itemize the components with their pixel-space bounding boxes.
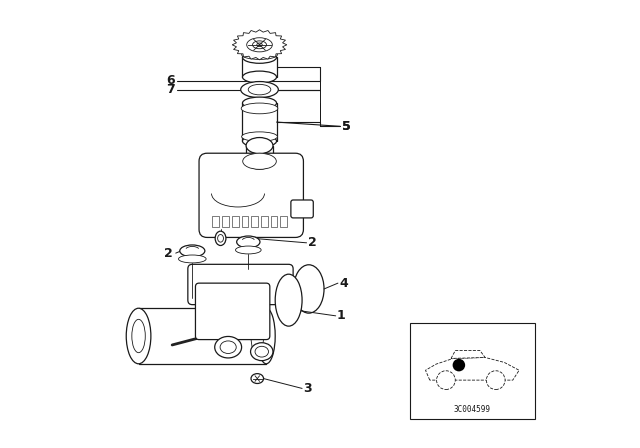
Text: 5: 5 bbox=[342, 120, 350, 133]
Ellipse shape bbox=[243, 153, 276, 169]
Ellipse shape bbox=[251, 343, 273, 361]
Ellipse shape bbox=[251, 317, 264, 355]
FancyBboxPatch shape bbox=[291, 200, 314, 218]
Text: 1: 1 bbox=[337, 309, 346, 323]
Ellipse shape bbox=[214, 336, 241, 358]
Ellipse shape bbox=[220, 341, 236, 353]
Polygon shape bbox=[232, 30, 287, 60]
Circle shape bbox=[436, 371, 455, 389]
Ellipse shape bbox=[253, 41, 266, 49]
Bar bbox=[222, 216, 229, 227]
Ellipse shape bbox=[243, 135, 276, 147]
Ellipse shape bbox=[242, 50, 277, 60]
FancyBboxPatch shape bbox=[195, 283, 270, 340]
FancyBboxPatch shape bbox=[188, 264, 293, 305]
Bar bbox=[271, 216, 277, 227]
Bar bbox=[280, 216, 287, 227]
Ellipse shape bbox=[246, 38, 273, 52]
Ellipse shape bbox=[248, 84, 271, 95]
Circle shape bbox=[452, 359, 465, 371]
Text: 3C004599: 3C004599 bbox=[454, 405, 491, 414]
Text: 4: 4 bbox=[339, 276, 348, 290]
Text: 7: 7 bbox=[166, 83, 174, 96]
Text: 5: 5 bbox=[342, 120, 350, 133]
Polygon shape bbox=[451, 350, 485, 358]
Ellipse shape bbox=[294, 265, 324, 313]
Ellipse shape bbox=[246, 153, 273, 169]
FancyBboxPatch shape bbox=[199, 153, 303, 237]
Ellipse shape bbox=[237, 236, 260, 248]
Polygon shape bbox=[426, 358, 519, 380]
Ellipse shape bbox=[243, 97, 276, 109]
Ellipse shape bbox=[242, 132, 277, 142]
Text: 2: 2 bbox=[164, 246, 173, 260]
Ellipse shape bbox=[251, 374, 264, 383]
Ellipse shape bbox=[241, 82, 278, 98]
Ellipse shape bbox=[243, 71, 276, 83]
Bar bbox=[212, 216, 220, 227]
Bar bbox=[261, 216, 268, 227]
Ellipse shape bbox=[255, 346, 269, 357]
Ellipse shape bbox=[243, 52, 276, 63]
Ellipse shape bbox=[179, 255, 206, 263]
Ellipse shape bbox=[126, 308, 151, 364]
Ellipse shape bbox=[241, 103, 278, 114]
Bar bbox=[252, 216, 258, 227]
Bar bbox=[410, 323, 535, 419]
Ellipse shape bbox=[236, 246, 261, 254]
Ellipse shape bbox=[246, 138, 273, 154]
Ellipse shape bbox=[257, 308, 275, 364]
Ellipse shape bbox=[180, 245, 205, 257]
Text: 3: 3 bbox=[303, 382, 312, 395]
Bar bbox=[241, 216, 248, 227]
Text: 6: 6 bbox=[166, 74, 174, 87]
Ellipse shape bbox=[257, 43, 262, 47]
Ellipse shape bbox=[215, 231, 226, 246]
Circle shape bbox=[486, 371, 505, 389]
Bar bbox=[232, 216, 239, 227]
Ellipse shape bbox=[275, 274, 302, 326]
Ellipse shape bbox=[132, 319, 145, 353]
Ellipse shape bbox=[218, 235, 223, 242]
Text: 2: 2 bbox=[308, 236, 317, 250]
